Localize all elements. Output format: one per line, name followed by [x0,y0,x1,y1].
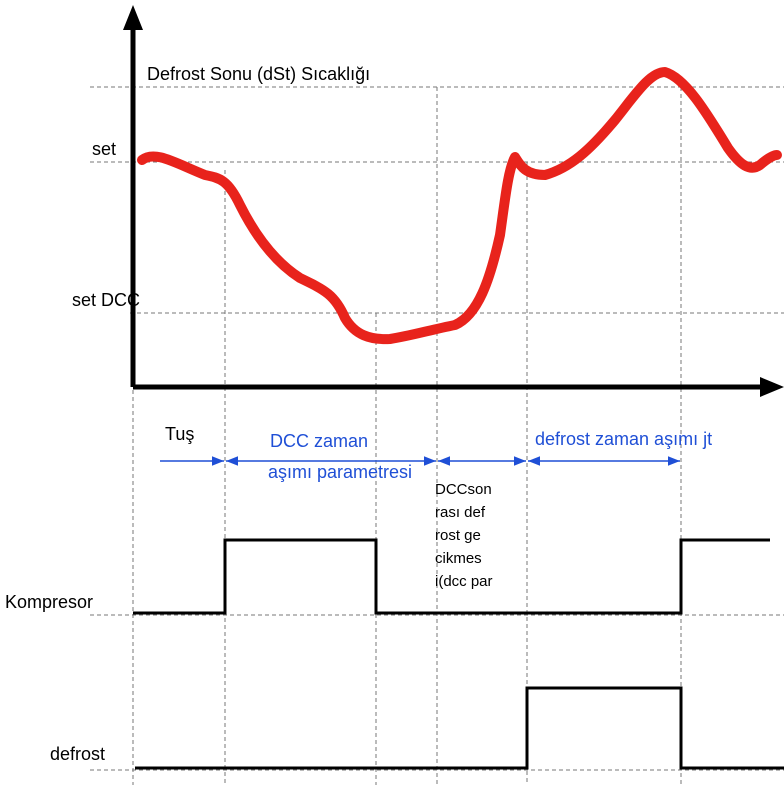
level-label: set DCC [72,290,140,310]
title: Defrost Sonu (dSt) Sıcaklığı [147,64,370,84]
interval-label: defrost zaman aşımı jt [535,429,712,449]
axes [123,5,784,397]
interval-label: aşımı parametresi [268,462,412,482]
interval-note: DCCson [435,481,492,498]
interval-note: rost ge [435,527,481,544]
signal-label: defrost [50,744,105,764]
interval-label: Tuş [165,424,194,444]
defrost-signal [135,686,784,770]
interval-note: rası def [435,504,486,521]
temperature-curve [137,67,782,345]
interval-note: i(dcc par [435,573,493,590]
signal-label: Kompresor [5,592,93,612]
level-label: set [92,139,116,159]
guides [90,86,784,785]
interval-label: DCC zaman [270,431,368,451]
compressor-signal [133,538,770,615]
interval-note: cikmes [435,550,482,567]
